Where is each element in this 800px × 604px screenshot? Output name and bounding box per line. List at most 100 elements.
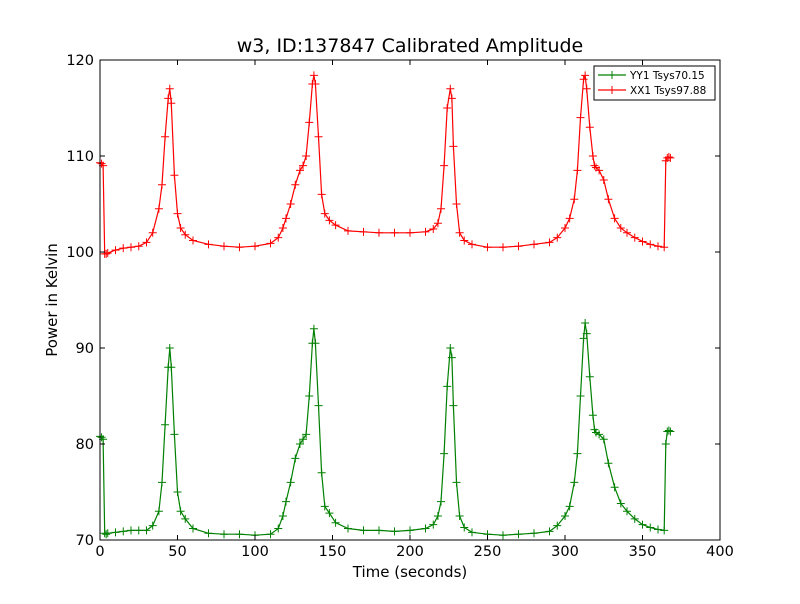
data-point bbox=[302, 152, 311, 160]
data-point bbox=[437, 204, 445, 213]
y-tick-label: 70 bbox=[76, 533, 94, 549]
x-tick-label: 200 bbox=[396, 544, 424, 560]
data-point bbox=[499, 531, 507, 540]
data-point bbox=[204, 240, 213, 249]
data-point bbox=[654, 242, 662, 251]
y-tick-label: 90 bbox=[76, 341, 94, 357]
data-point bbox=[359, 227, 368, 236]
data-point bbox=[295, 440, 304, 448]
data-point bbox=[630, 514, 639, 523]
data-point bbox=[134, 526, 143, 535]
data-point bbox=[286, 200, 295, 208]
data-point bbox=[582, 329, 591, 338]
data-point bbox=[390, 228, 399, 237]
data-point bbox=[344, 226, 352, 235]
data-point bbox=[623, 507, 631, 516]
legend-marker bbox=[608, 71, 616, 79]
data-point bbox=[576, 392, 585, 400]
data-point bbox=[204, 529, 213, 538]
data-point bbox=[142, 238, 151, 247]
data-point bbox=[103, 529, 112, 538]
data-point bbox=[452, 200, 461, 208]
data-point bbox=[111, 246, 120, 255]
data-point bbox=[646, 240, 655, 249]
data-point bbox=[97, 159, 106, 168]
data-point bbox=[553, 233, 562, 242]
data-point bbox=[102, 530, 111, 539]
y-axis: 70 80 90 100 110 120 bbox=[66, 53, 720, 549]
data-point bbox=[97, 433, 106, 442]
data-point bbox=[576, 113, 585, 122]
data-point bbox=[666, 153, 675, 162]
data-point bbox=[154, 507, 163, 516]
data-point bbox=[561, 224, 569, 232]
data-point bbox=[181, 514, 190, 523]
data-point bbox=[573, 166, 582, 175]
data-point bbox=[299, 435, 308, 444]
data-point bbox=[421, 524, 430, 533]
data-point bbox=[325, 216, 334, 225]
data-point bbox=[181, 230, 190, 239]
plot-area bbox=[96, 59, 721, 541]
data-point bbox=[590, 161, 599, 170]
data-point bbox=[309, 324, 318, 333]
data-point bbox=[616, 224, 625, 232]
data-point bbox=[610, 483, 619, 492]
legend-label: YY1 Tsys70.15 bbox=[629, 70, 705, 82]
data-point bbox=[530, 529, 538, 538]
data-point bbox=[148, 521, 157, 530]
data-point bbox=[561, 512, 569, 520]
data-point bbox=[638, 520, 647, 529]
data-point bbox=[604, 459, 613, 468]
data-point bbox=[390, 527, 399, 536]
data-point bbox=[599, 435, 608, 444]
data-point bbox=[161, 132, 170, 141]
data-point bbox=[406, 228, 414, 237]
data-point bbox=[565, 502, 574, 511]
y-tick-label: 110 bbox=[66, 149, 94, 165]
legend: YY1 Tsys70.15 XX1 Tsys97.88 bbox=[593, 65, 716, 101]
data-point bbox=[154, 204, 163, 213]
data-point bbox=[189, 524, 197, 533]
data-point bbox=[314, 132, 323, 141]
data-point bbox=[173, 488, 182, 496]
data-point bbox=[455, 228, 464, 237]
data-point bbox=[664, 152, 673, 161]
data-point bbox=[311, 80, 320, 88]
data-point bbox=[545, 527, 554, 536]
data-point bbox=[278, 512, 287, 520]
x-axis: 0 50 100 150 200 250 300 350 400 bbox=[95, 60, 734, 560]
data-point bbox=[142, 526, 151, 535]
data-point bbox=[661, 440, 670, 448]
data-point bbox=[158, 180, 166, 189]
data-point bbox=[235, 243, 244, 252]
data-point bbox=[220, 242, 228, 251]
data-point bbox=[302, 430, 311, 439]
data-point bbox=[176, 224, 185, 232]
data-point bbox=[468, 240, 476, 249]
data-point bbox=[167, 363, 176, 372]
data-point bbox=[468, 528, 476, 537]
data-point bbox=[331, 221, 340, 230]
x-tick-label: 100 bbox=[241, 544, 269, 560]
data-point bbox=[514, 242, 523, 251]
data-point bbox=[127, 243, 135, 252]
data-point bbox=[102, 249, 111, 258]
data-point bbox=[127, 526, 135, 535]
data-point bbox=[630, 233, 639, 242]
data-point bbox=[585, 123, 594, 132]
data-point bbox=[514, 530, 523, 539]
x-tick-label: 250 bbox=[474, 544, 502, 560]
legend-marker bbox=[608, 86, 616, 94]
data-point bbox=[359, 526, 368, 535]
data-point bbox=[664, 426, 673, 435]
data-point bbox=[460, 236, 469, 245]
data-point bbox=[588, 411, 597, 420]
data-point bbox=[545, 238, 554, 247]
data-point bbox=[299, 161, 308, 170]
data-point bbox=[173, 209, 182, 218]
data-point bbox=[119, 244, 128, 253]
data-point bbox=[570, 478, 579, 487]
data-point bbox=[266, 530, 275, 539]
data-point bbox=[433, 219, 442, 228]
